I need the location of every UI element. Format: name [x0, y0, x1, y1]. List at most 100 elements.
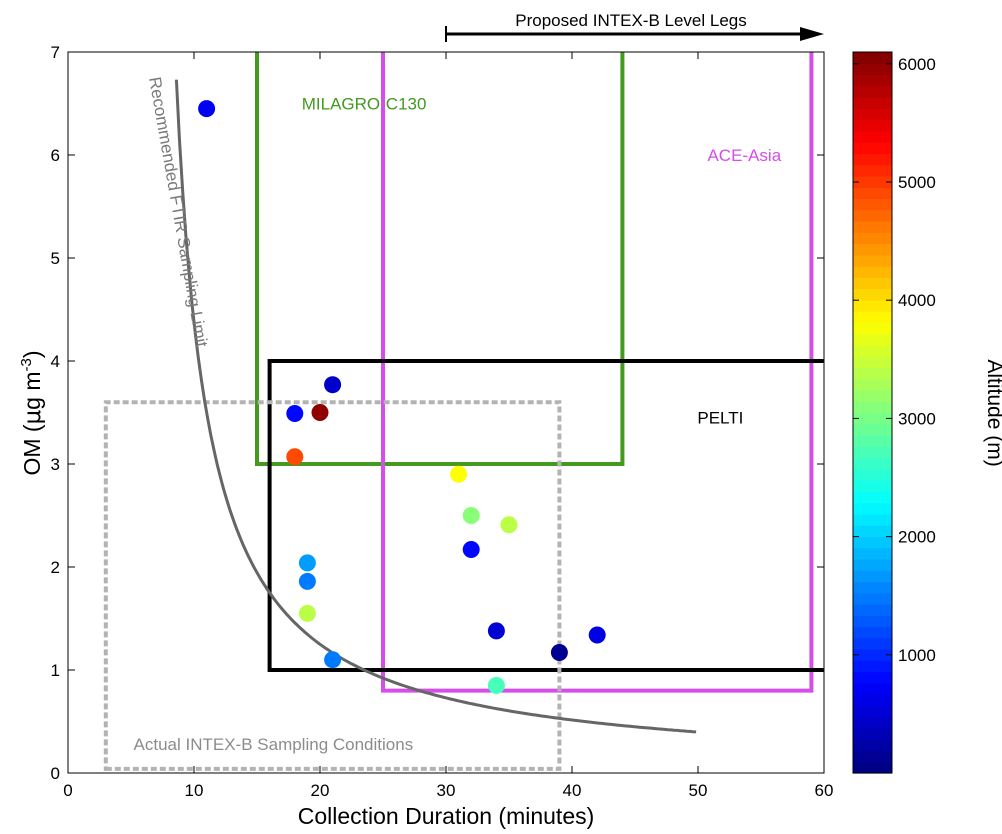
data-point-14 [550, 643, 568, 661]
colorbar-band-11 [853, 637, 892, 650]
colorbar-band-16 [853, 581, 892, 594]
colorbar-tick-label-4: 5000 [898, 173, 936, 192]
colorbar-band-8 [853, 671, 892, 684]
colorbar-band-48 [853, 220, 892, 233]
colorbar-band-34 [853, 378, 892, 391]
y-tick-label-3: 3 [51, 455, 60, 474]
colorbar-band-40 [853, 311, 892, 323]
colorbar-band-20 [853, 536, 892, 549]
colorbar-tick-label-5: 6000 [898, 55, 936, 74]
colorbar-band-15 [853, 592, 892, 605]
colorbar-band-3 [853, 727, 892, 740]
colorbar-band-45 [853, 254, 892, 267]
colorbar-band-56 [853, 130, 892, 143]
x-tick-label-2: 20 [311, 781, 330, 800]
x-tick-label-0: 0 [63, 781, 72, 800]
colorbar-band-26 [853, 468, 892, 481]
colorbar-band-47 [853, 232, 892, 245]
y-tick-label-1: 1 [51, 661, 60, 680]
colorbar-band-49 [853, 209, 892, 222]
colorbar-band-50 [853, 198, 892, 211]
colorbar-band-60 [853, 85, 892, 98]
data-point-0 [198, 100, 216, 118]
x-tick-label-3: 30 [437, 781, 456, 800]
colorbar-band-30 [853, 423, 892, 436]
y-tick-label-4: 4 [51, 352, 60, 371]
colorbar-band-6 [853, 694, 892, 707]
arrow-layer: Proposed INTEX-B Level Legs [445, 11, 824, 42]
colorbar-band-22 [853, 513, 892, 526]
data-point-7 [298, 604, 316, 622]
colorbar-band-37 [853, 344, 892, 357]
colorbar-band-55 [853, 142, 892, 154]
colorbar-band-39 [853, 322, 892, 335]
x-tick-label-5: 50 [689, 781, 708, 800]
colorbar-band-27 [853, 457, 892, 470]
data-point-6 [298, 572, 316, 590]
colorbar-band-52 [853, 175, 892, 188]
colorbar-band-38 [853, 333, 892, 346]
colorbar-band-41 [853, 299, 892, 312]
region-label-3: Actual INTEX-B Sampling Conditions [134, 735, 414, 754]
data-point-3 [311, 404, 329, 421]
x-tick-label-6: 60 [815, 781, 834, 800]
colorbar-tick-label-0: 1000 [898, 646, 936, 665]
arrow-head [800, 27, 824, 41]
colorbar-band-53 [853, 164, 892, 177]
region-box-2 [267, 359, 824, 672]
data-point-12 [462, 540, 480, 558]
data-point-9 [450, 465, 468, 483]
x-tick-label-1: 10 [185, 781, 204, 800]
colorbar-band-1 [853, 750, 892, 763]
y-tick-label-2: 2 [51, 558, 60, 577]
region-label-0: MILAGRO-C130 [302, 95, 427, 114]
colorbar-band-13 [853, 615, 892, 628]
colorbar-layer: 1000 2000 3000 4000 5000 6000 [852, 51, 936, 774]
data-point-11 [500, 516, 518, 534]
colorbar-band-51 [853, 187, 892, 200]
data-point-15 [588, 626, 606, 644]
colorbar-band-57 [853, 119, 892, 132]
regions-layer: MILAGRO-C130 ACE-Asia PELTI Actual INTEX-B … [103, 52, 824, 771]
data-point-5 [298, 554, 316, 572]
colorbar-band-14 [853, 604, 892, 616]
colorbar-band-63 [853, 52, 892, 64]
colorbar-band-5 [853, 705, 892, 718]
region-box-1 [381, 52, 814, 693]
points-layer [198, 100, 606, 694]
region-label-2: PELTI [697, 409, 743, 428]
colorbar-band-59 [853, 97, 892, 109]
colorbar-band-9 [853, 660, 892, 673]
colorbar-band-44 [853, 266, 892, 278]
y-axis-label: OM (μg m-3) [18, 350, 46, 475]
data-point-1 [324, 376, 342, 394]
colorbar-band-54 [853, 153, 892, 166]
colorbar-band-62 [853, 63, 892, 76]
colorbar-band-36 [853, 356, 892, 369]
colorbar-band-2 [853, 739, 892, 752]
y-tick-label-0: 0 [51, 764, 60, 783]
colorbar-frame [852, 51, 893, 774]
axes-layer: 0 10 20 30 40 50 60 0 1 2 3 4 5 6 7 [51, 43, 834, 800]
colorbar-band-17 [853, 570, 892, 583]
region-label-1: ACE-Asia [707, 146, 781, 165]
colorbar-band-58 [853, 108, 892, 121]
x-tick-label-4: 40 [563, 781, 582, 800]
y-tick-label-5: 5 [51, 249, 60, 268]
colorbar-band-7 [853, 682, 892, 695]
colorbar-band-29 [853, 435, 892, 447]
y-tick-label-7: 7 [51, 43, 60, 62]
colorbar-band-31 [853, 412, 892, 425]
colorbar-band-28 [853, 446, 892, 459]
data-point-8 [324, 651, 342, 669]
colorbar-band-23 [853, 502, 892, 515]
region-box-0 [255, 52, 625, 466]
colorbar-band-61 [853, 74, 892, 87]
colorbar-band-10 [853, 649, 892, 661]
colorbar-tick-label-1: 2000 [898, 528, 936, 547]
colorbar-band-43 [853, 277, 892, 290]
data-point-13 [487, 622, 505, 640]
colorbar-band-32 [853, 401, 892, 414]
arrow-label: Proposed INTEX-B Level Legs [515, 11, 747, 30]
